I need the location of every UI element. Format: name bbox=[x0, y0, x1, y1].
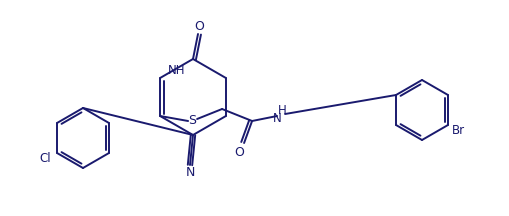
Text: N: N bbox=[185, 167, 194, 179]
Text: O: O bbox=[234, 146, 243, 159]
Text: NH: NH bbox=[168, 64, 185, 76]
Text: S: S bbox=[188, 114, 195, 127]
Text: Cl: Cl bbox=[39, 151, 51, 165]
Text: Br: Br bbox=[450, 124, 464, 137]
Text: O: O bbox=[194, 21, 204, 33]
Text: H: H bbox=[277, 103, 286, 116]
Text: N: N bbox=[272, 111, 281, 124]
